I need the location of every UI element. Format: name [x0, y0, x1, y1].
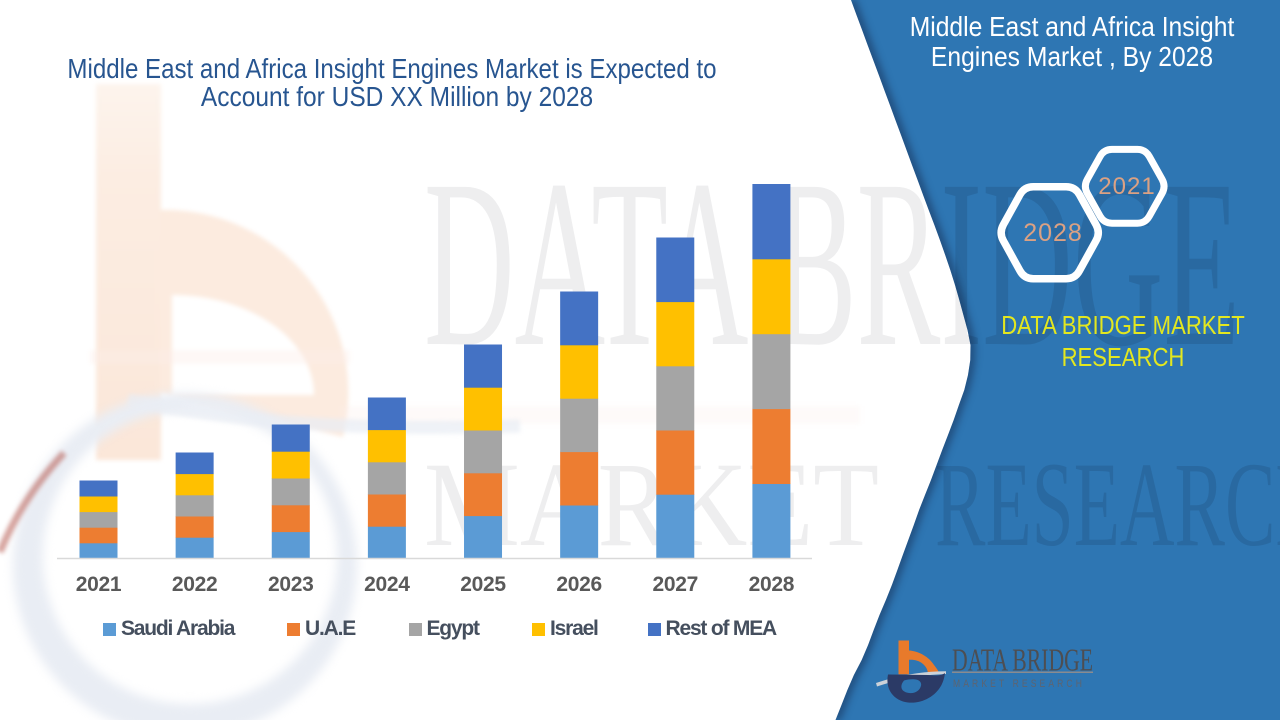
svg-text:2021: 2021: [1098, 173, 1155, 200]
svg-text:RESEARCH: RESEARCH: [935, 438, 1280, 572]
svg-text:2028: 2028: [1023, 219, 1083, 247]
svg-text:MARKET RESEARCH: MARKET RESEARCH: [953, 678, 1085, 690]
